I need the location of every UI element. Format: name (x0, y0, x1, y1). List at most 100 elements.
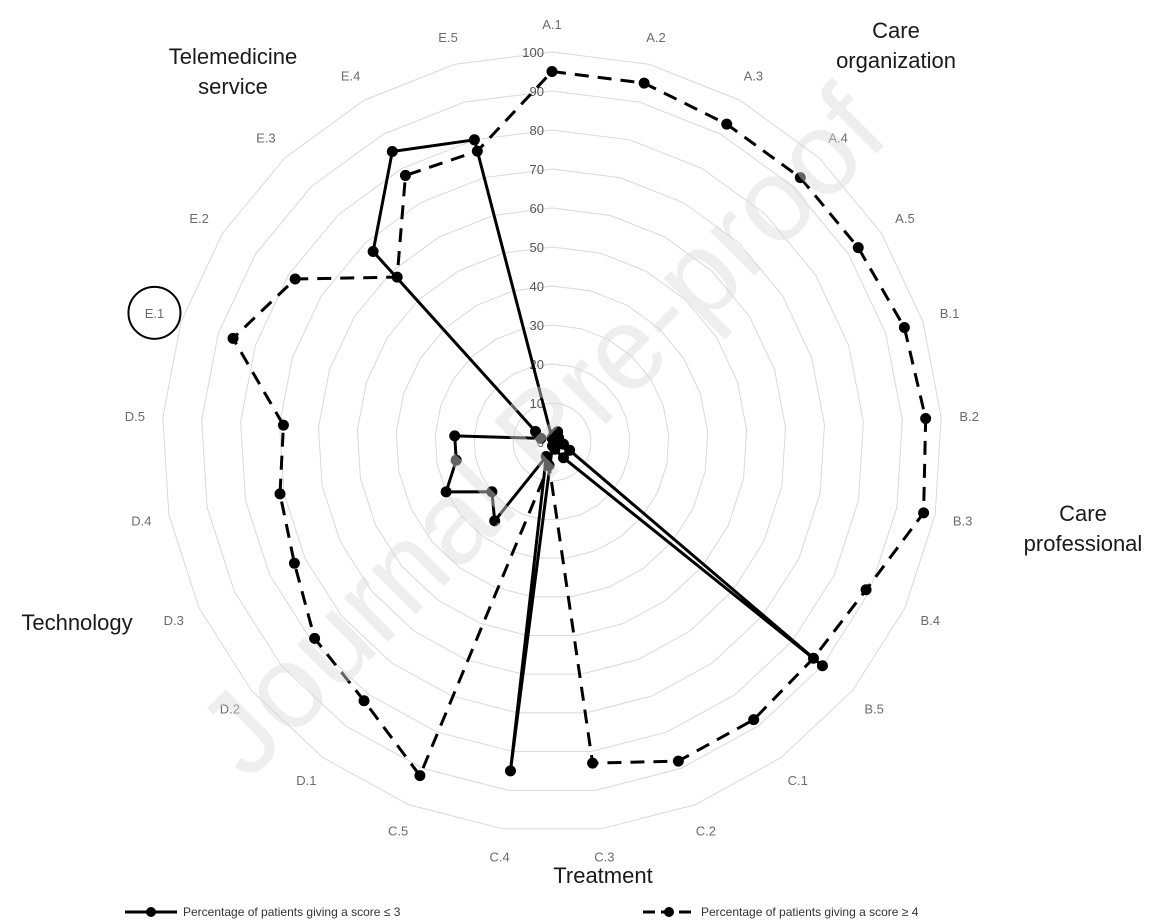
data-point (450, 454, 462, 466)
data-point (471, 145, 483, 157)
group-label: Treatment (553, 863, 652, 888)
data-point (807, 652, 819, 664)
radial-tick-label: 70 (530, 162, 544, 177)
data-point (540, 451, 552, 463)
data-point (367, 246, 379, 258)
axis-label-b-4: B.4 (920, 613, 940, 628)
data-point (794, 172, 806, 184)
data-point (852, 242, 864, 254)
data-point (898, 322, 910, 334)
data-point (289, 273, 301, 285)
data-series (227, 66, 932, 782)
data-point (918, 507, 930, 519)
data-point (564, 444, 576, 456)
radial-tick-label: 90 (530, 84, 544, 99)
axis-label-e-4: E.4 (341, 69, 361, 84)
axis-label-a-4: A.4 (828, 130, 848, 145)
data-point (449, 430, 461, 442)
grid-ring (279, 168, 825, 714)
data-point (530, 426, 542, 438)
data-point (468, 134, 480, 146)
grid-ring (473, 363, 631, 520)
data-point (399, 169, 411, 181)
data-point (546, 440, 558, 452)
radial-tick-label: 50 (530, 240, 544, 255)
grid-ring (356, 246, 748, 636)
data-point (721, 118, 733, 130)
series-dashed (227, 66, 932, 782)
grid-ring (317, 207, 787, 675)
grid-ring (201, 90, 903, 791)
axis-label-b-5: B.5 (864, 701, 884, 716)
data-point (277, 419, 289, 431)
legend: Percentage of patients giving a score ≤ … (125, 905, 919, 919)
data-point (227, 332, 239, 344)
grid-ring (395, 285, 709, 598)
radar-grid (162, 51, 942, 830)
legend-item: Percentage of patients giving a score ≤ … (125, 905, 401, 919)
radial-tick-label: 80 (530, 123, 544, 138)
radial-tick-label: 40 (530, 279, 544, 294)
grid-ring (434, 324, 670, 559)
data-point (504, 765, 516, 777)
axis-label-b-2: B.2 (959, 409, 979, 424)
grid-ring (162, 51, 942, 830)
axis-label-e-2: E.2 (189, 211, 209, 226)
data-point (816, 660, 828, 672)
axis-label-d-2: D.2 (220, 701, 240, 716)
data-point (546, 66, 558, 77)
axis-label-e-5: E.5 (438, 30, 458, 45)
data-point (358, 695, 370, 707)
group-labels: Care organization Care professional Treatmen… (21, 18, 1142, 888)
axis-label-d-3: D.3 (164, 613, 184, 628)
axis-label-c-5: C.5 (388, 824, 408, 839)
group-label: Care professional (1024, 501, 1143, 556)
axis-label-d-1: D.1 (296, 773, 316, 788)
data-point (309, 632, 321, 644)
legend-label: Percentage of patients giving a score ≥ … (701, 905, 919, 919)
axis-label-c-4: C.4 (489, 850, 509, 865)
highlight-circle (127, 285, 182, 340)
legend-swatch-marker (664, 907, 674, 917)
axis-label-b-1: B.1 (940, 306, 960, 321)
group-label: Telemedicine service (169, 44, 297, 99)
data-point (748, 714, 760, 726)
data-point (587, 757, 599, 769)
data-point (486, 486, 498, 498)
axis-label-c-2: C.2 (696, 824, 716, 839)
data-point (672, 755, 684, 767)
data-point (414, 770, 426, 782)
data-point (557, 452, 569, 464)
data-point (274, 488, 286, 500)
radial-tick-label: 30 (530, 318, 544, 333)
legend-item: Percentage of patients giving a score ≥ … (643, 905, 919, 919)
data-point (288, 557, 300, 569)
axis-label-a-1: A.1 (542, 17, 562, 32)
axis-label-e-1: E.1 (145, 306, 165, 321)
axis-labels: A.1 A.2 A.3 A.4 A.5 B.1 B.2 B.3 B.4 B.5 C.1 C.2 C.3 C… (125, 17, 979, 865)
data-point (391, 271, 403, 283)
axis-label-b-3: B.3 (953, 513, 973, 528)
data-point (543, 459, 555, 471)
radial-tick-label: 60 (530, 201, 544, 216)
axis-label-a-2: A.2 (646, 30, 666, 45)
axis-label-a-3: A.3 (744, 69, 764, 84)
data-point (920, 412, 932, 424)
radial-tick-label: 10 (530, 396, 544, 411)
axis-label-c-1: C.1 (788, 773, 808, 788)
series-line (231, 70, 928, 778)
data-point (440, 486, 452, 498)
data-point (489, 515, 501, 527)
axis-label-d-4: D.4 (131, 513, 151, 528)
grid-ring (512, 402, 592, 482)
axis-label-c-3: C.3 (594, 850, 614, 865)
axis-label-e-3: E.3 (256, 130, 276, 145)
group-label: Technology (21, 610, 132, 635)
data-point (386, 146, 398, 158)
legend-swatch-marker (146, 907, 156, 917)
legend-label: Percentage of patients giving a score ≤ … (183, 905, 401, 919)
data-point (638, 77, 650, 89)
data-point (860, 584, 872, 596)
group-label: Care organization (836, 18, 956, 73)
